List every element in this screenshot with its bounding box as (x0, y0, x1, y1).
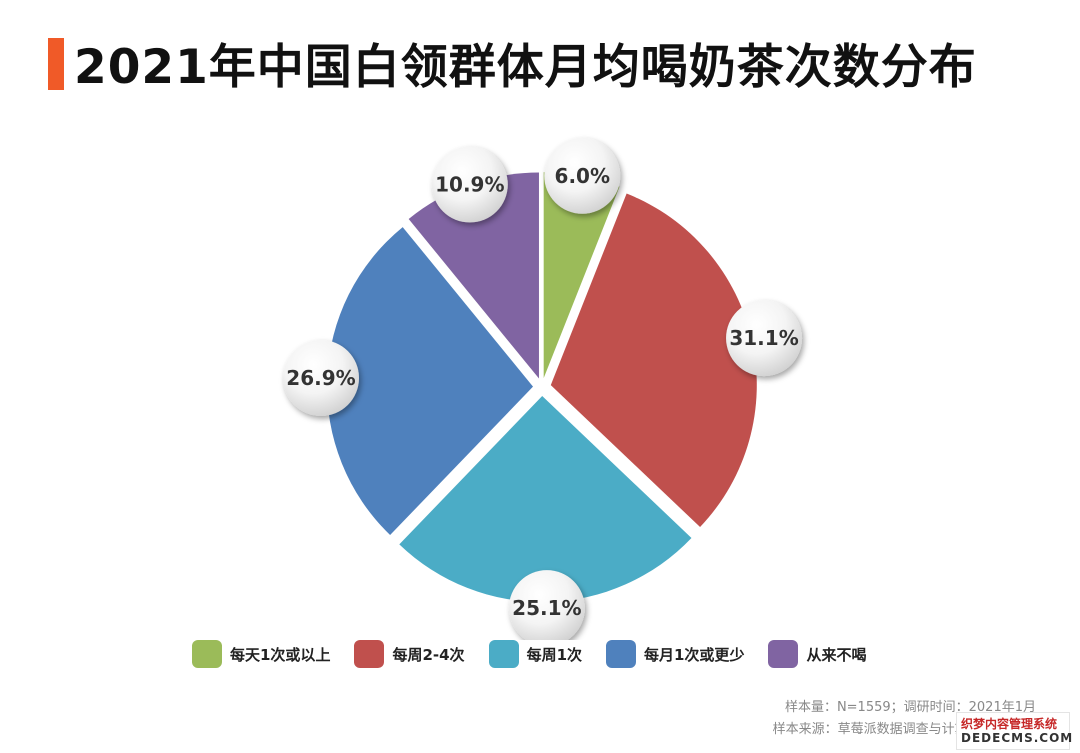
watermark-text: 织梦内容管理系统 (961, 717, 1058, 731)
slice-never (408, 172, 539, 379)
bubble-circle (544, 137, 621, 214)
legend-item-never: 从来不喝 (768, 640, 866, 668)
legend-item-daily: 每天1次或以上 (192, 640, 330, 668)
legend-item-monthly: 每月1次或更少 (606, 640, 744, 668)
legend-label: 每周1次 (526, 645, 582, 664)
bubble-circle (431, 146, 508, 223)
data-label: 6.0% (555, 164, 610, 188)
legend-label: 从来不喝 (806, 645, 867, 664)
data-label-bubble: 25.1% (508, 570, 585, 640)
slice-weekly-1 (399, 395, 692, 602)
legend: 每天1次或以上 每周2-4次 每周1次 每月1次或更少 从来不喝 (192, 640, 890, 668)
bubble-circle (508, 570, 585, 640)
data-label: 26.9% (286, 366, 355, 390)
legend-item-weekly-2-4: 每周2-4次 (354, 640, 465, 668)
data-label: 25.1% (512, 596, 581, 620)
legend-label: 每周2-4次 (392, 645, 465, 664)
slice-weekly-2-4 (550, 193, 757, 528)
legend-item-weekly-1: 每周1次 (488, 640, 582, 668)
legend-label: 每月1次或更少 (644, 645, 745, 664)
legend-swatch (606, 640, 636, 668)
legend-label: 每天1次或以上 (230, 645, 331, 664)
chart-title: 2021年中国白领群体月均喝奶茶次数分布 (74, 40, 977, 95)
data-label-bubble: 31.1% (726, 300, 803, 377)
legend-swatch (192, 640, 222, 668)
watermark-url: DEDECMS.COM (961, 731, 1074, 745)
title-accent-bar (48, 38, 64, 90)
slice-daily (543, 172, 620, 379)
data-label: 10.9% (435, 172, 504, 196)
bubble-circle (726, 300, 803, 377)
data-label-bubble: 6.0% (544, 137, 621, 214)
watermark-logo: 织梦内容管理系统 DEDECMS.COM (956, 712, 1074, 750)
slice-monthly (327, 227, 534, 536)
pie-chart: 6.0% 31.1% 25.1% 26.9% 10.9% (283, 137, 803, 640)
legend-swatch (488, 640, 519, 668)
legend-swatch (354, 640, 385, 668)
data-label: 31.1% (729, 326, 798, 350)
data-label-bubble: 26.9% (283, 339, 360, 416)
legend-swatch (768, 640, 799, 668)
data-label-bubble: 10.9% (431, 146, 508, 223)
sample-note: 样本量：N=1559；调研时间：2021年1月 (784, 700, 1036, 715)
bubble-circle (283, 339, 360, 416)
